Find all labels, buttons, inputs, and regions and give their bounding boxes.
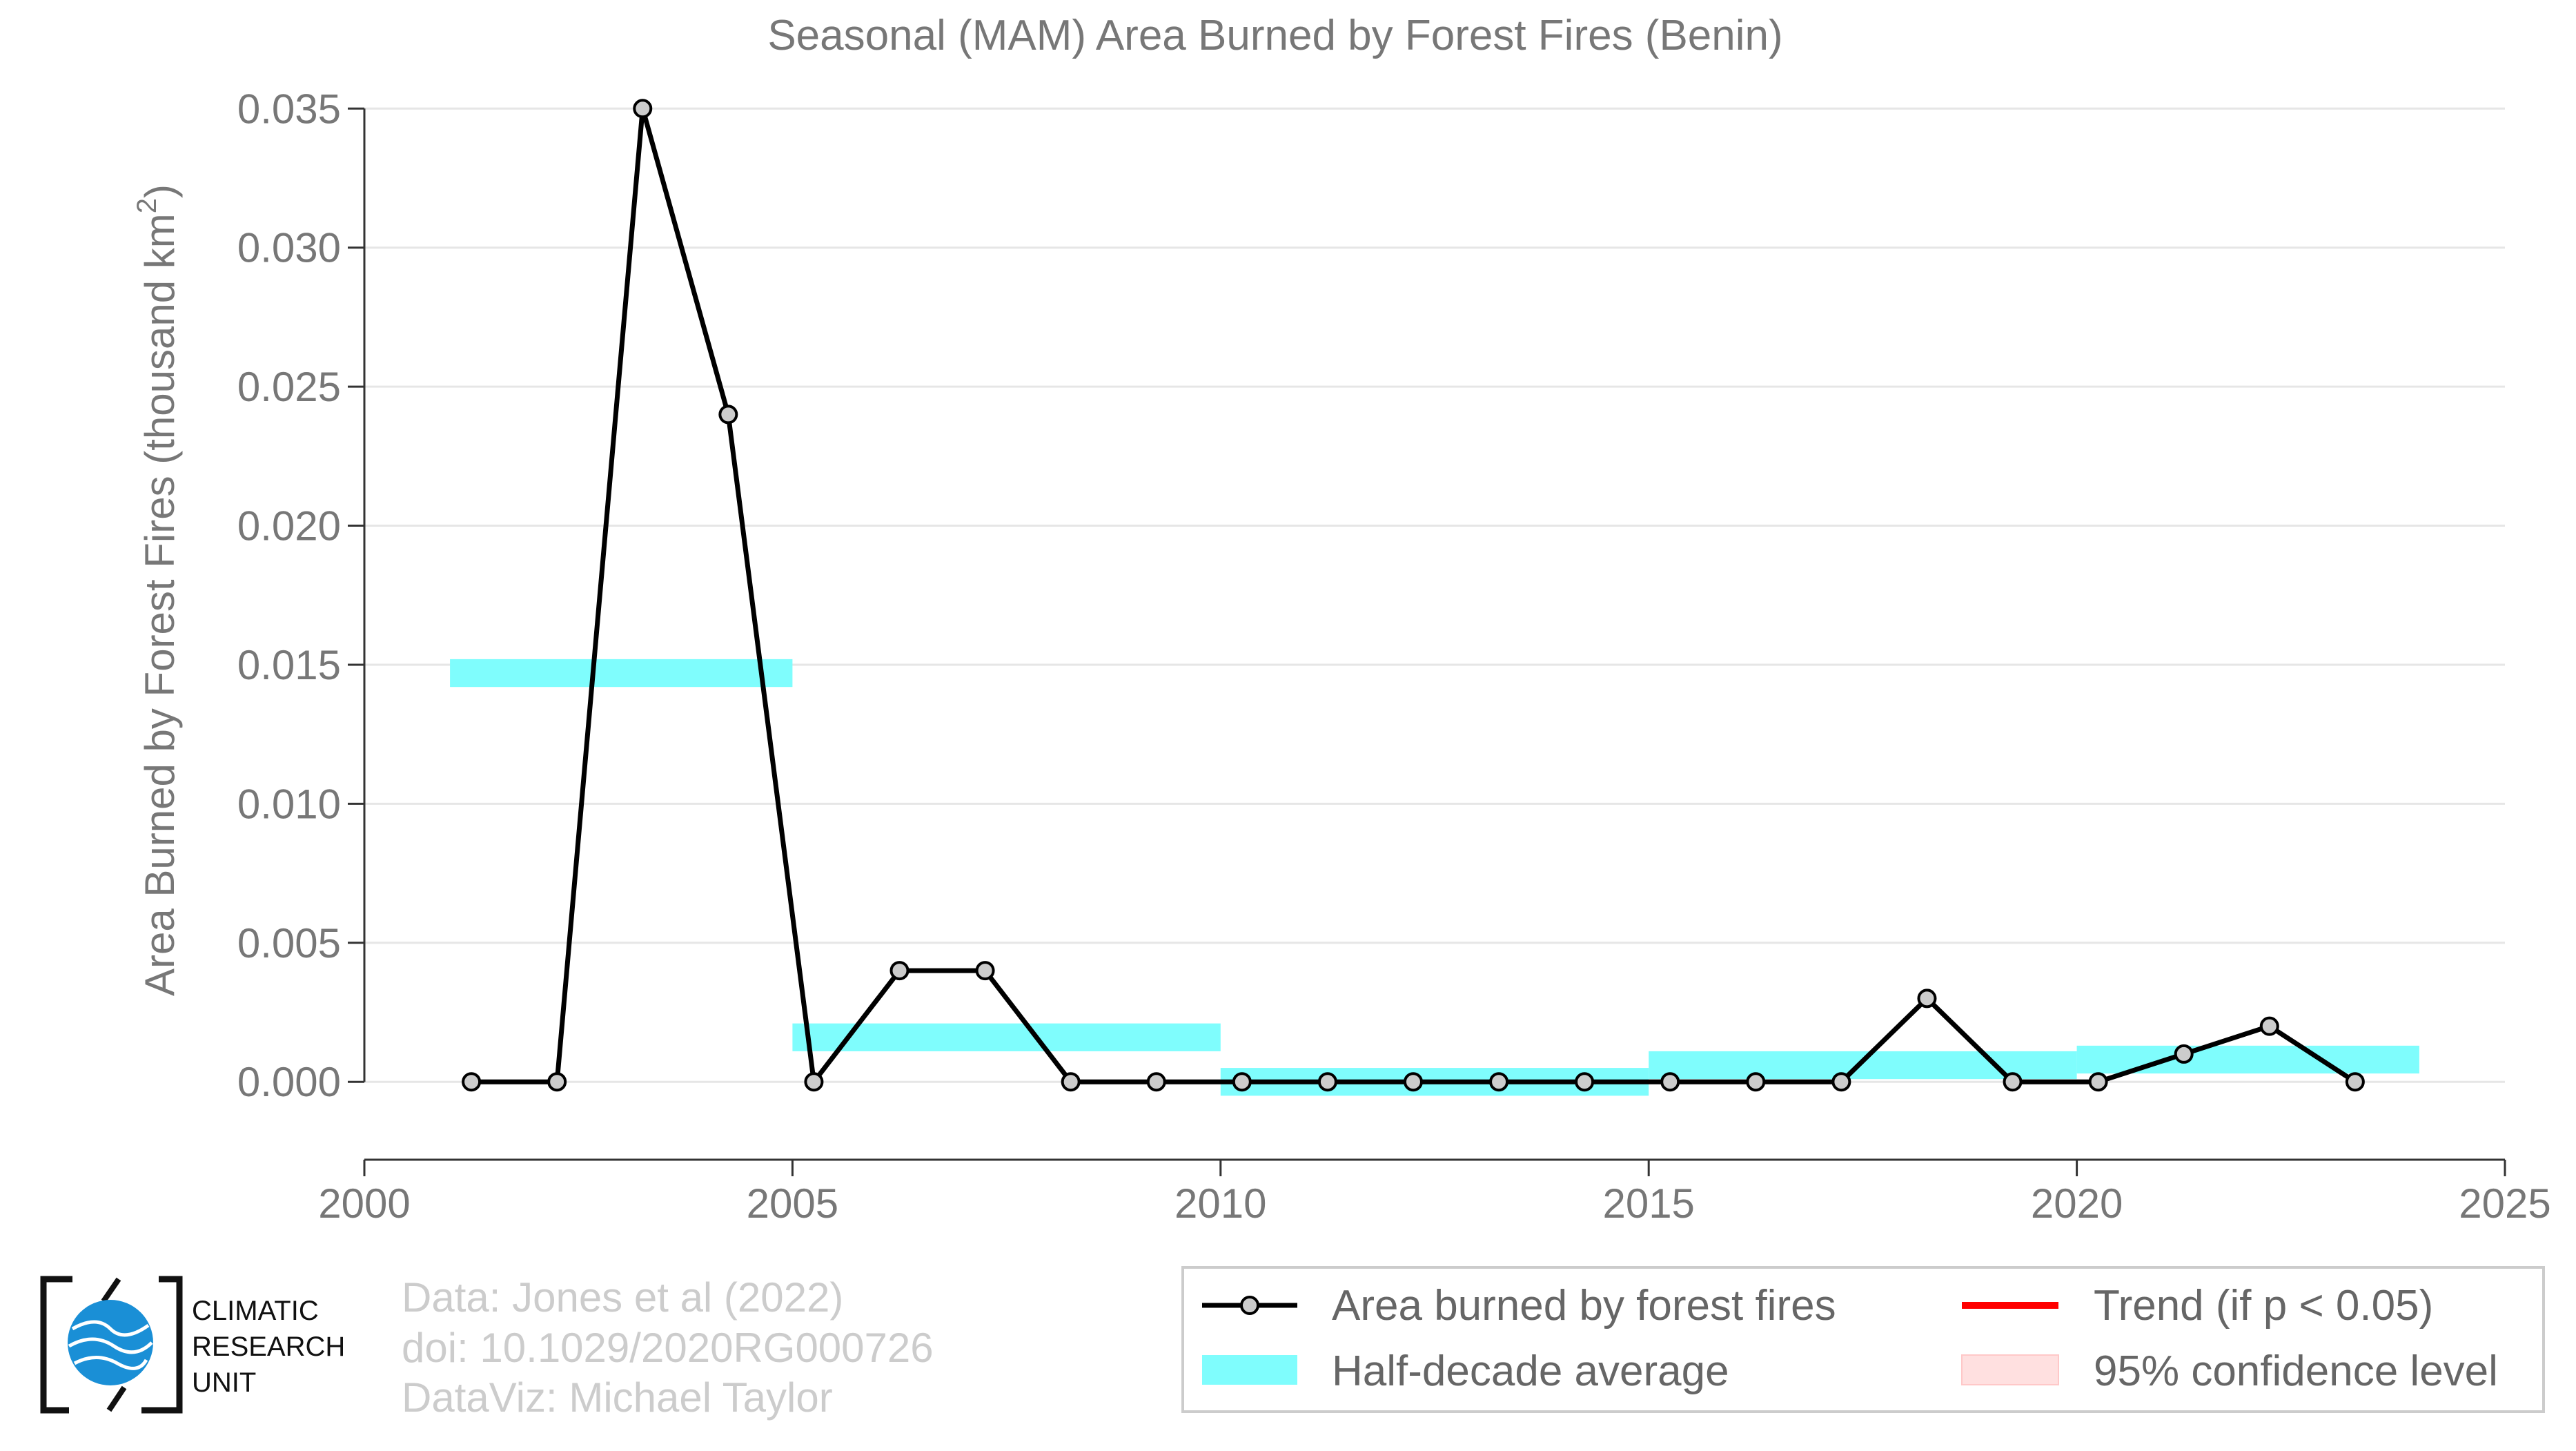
data-point — [804, 1072, 824, 1092]
logo: CLIMATIC RESEARCH UNIT — [40, 1276, 345, 1414]
legend-frame — [1181, 1266, 2545, 1413]
data-point — [2003, 1072, 2023, 1092]
data-point — [1746, 1072, 1766, 1092]
legend-confidence-label: 95% confidence level — [2094, 1347, 2498, 1395]
data-point — [1917, 989, 1937, 1009]
data-point — [975, 961, 995, 981]
svg-text:Area Burned by Forest Fires (t: Area Burned by Forest Fires (thousand km… — [132, 184, 183, 996]
legend-half-decade-swatch — [1202, 1355, 1297, 1385]
data-point — [2088, 1072, 2108, 1092]
logo-line-3: UNIT — [192, 1367, 256, 1398]
credit-data-source: Data: Jones et al (2022) — [402, 1274, 843, 1321]
credit-dataviz: DataViz: Michael Taylor — [402, 1374, 833, 1421]
data-point — [889, 961, 910, 981]
x-tick-label: 2025 — [2459, 1180, 2550, 1227]
data-point — [1317, 1072, 1337, 1092]
globe-wave-2-icon — [68, 1337, 153, 1354]
legend-series-label: Area burned by forest fires — [1332, 1282, 1836, 1330]
data-point — [1403, 1072, 1423, 1092]
data-point — [1232, 1072, 1252, 1092]
legend-series-marker-icon — [1240, 1296, 1259, 1315]
y-tick-label: 0.015 — [237, 642, 341, 688]
data-point — [718, 405, 738, 425]
legend-confidence-swatch — [1961, 1354, 2059, 1385]
data-point — [547, 1072, 567, 1092]
legend-trend-label: Trend (if p < 0.05) — [2094, 1282, 2433, 1330]
logo-line-2: RESEARCH — [192, 1332, 345, 1362]
data-point — [2259, 1016, 2279, 1036]
y-tick-label: 0.035 — [237, 86, 341, 132]
x-tick-label: 2020 — [2031, 1180, 2123, 1227]
data-point — [1489, 1072, 1509, 1092]
logo-slash-top — [101, 1277, 121, 1303]
y-axis-label-text: Area Burned by Forest Fires (thousand km — [137, 213, 183, 996]
credit-doi: doi: 10.1029/2020RG000726 — [402, 1325, 934, 1371]
legend-half-decade-label: Half-decade average — [1332, 1347, 1729, 1395]
data-point — [1061, 1072, 1081, 1092]
series-line-path — [471, 106, 2357, 1084]
y-tick-label: 0.010 — [237, 781, 341, 827]
chart-title: Seasonal (MAM) Area Burned by Forest Fir… — [767, 12, 1782, 59]
half-decade-band — [2076, 1045, 2419, 1074]
data-point — [1575, 1072, 1595, 1092]
y-axis-label-superscript: 2 — [132, 198, 162, 213]
logo-line-1: CLIMATIC — [192, 1296, 319, 1326]
data-point — [1146, 1072, 1166, 1092]
axes: 0.000 0.005 0.010 0.015 0.020 0.025 0.030 0.035… — [237, 86, 2551, 1227]
data-point — [2345, 1072, 2365, 1092]
logo-bracket-right — [141, 1276, 183, 1414]
logo-bracket-left — [40, 1276, 72, 1414]
series-line — [471, 106, 2357, 1084]
y-tick-label: 0.000 — [237, 1059, 341, 1105]
half-decade-bands — [450, 659, 2419, 1096]
series-points — [462, 99, 2365, 1092]
logo-slash-bottom — [106, 1385, 127, 1412]
data-point — [633, 99, 653, 119]
globe-wave-1-icon — [71, 1320, 150, 1337]
globe-wave-3-icon — [73, 1356, 148, 1370]
legend: Area burned by forest fires Trend (if p … — [1181, 1266, 2545, 1413]
x-tick-label: 2010 — [1174, 1180, 1266, 1227]
data-point — [2174, 1044, 2194, 1064]
x-tick-label: 2000 — [318, 1180, 410, 1227]
credits: Data: Jones et al (2022) doi: 10.1029/20… — [402, 1274, 934, 1421]
y-tick-label: 0.025 — [237, 364, 341, 410]
y-axis-label-close: ) — [137, 184, 183, 198]
y-tick-label: 0.030 — [237, 225, 341, 271]
data-point — [1660, 1072, 1680, 1092]
half-decade-band — [792, 1023, 1221, 1051]
data-point — [462, 1072, 482, 1092]
data-point — [1831, 1072, 1851, 1092]
x-tick-label: 2005 — [747, 1180, 838, 1227]
y-axis-label: Area Burned by Forest Fires (thousand km… — [132, 184, 183, 996]
y-tick-label: 0.020 — [237, 503, 341, 549]
y-tick-label: 0.005 — [237, 920, 341, 966]
x-tick-label: 2015 — [1602, 1180, 1694, 1227]
half-decade-band — [450, 659, 793, 688]
